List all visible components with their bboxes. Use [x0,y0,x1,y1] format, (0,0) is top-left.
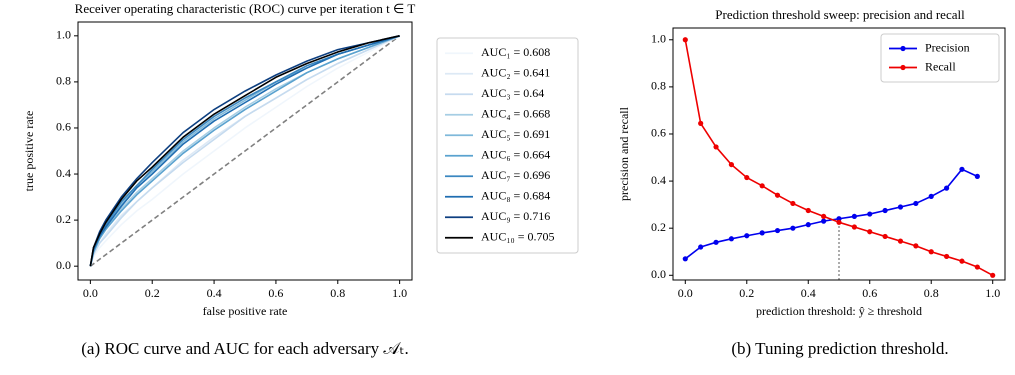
data-point [959,166,965,172]
data-point [974,173,980,179]
x-axis-label: prediction threshold: ŷ ≥ threshold [756,304,922,318]
data-point [821,218,827,224]
legend-marker [900,45,906,52]
data-point [682,37,688,43]
legend-label: Recall [925,59,956,73]
data-point [974,264,980,270]
data-point [698,244,704,250]
x-tick-label: 0.2 [739,286,754,300]
series-line [89,35,400,267]
legend-box [880,33,1000,83]
caption: (b) Tuning prediction threshold. [731,339,948,358]
x-tick-label: 0.0 [678,286,693,300]
data-point [805,207,811,214]
plot-frame [672,27,1006,281]
y-tick-label: 0.4 [56,166,71,180]
y-tick-label: 0.8 [56,74,71,88]
data-point [882,233,888,240]
series-line [89,35,400,267]
data-point [897,204,904,210]
reference-line [89,35,401,267]
legend-label: Precision [925,40,970,54]
legend-label: AUC₄ = 0.668 [481,107,550,121]
data-point [867,229,873,235]
series-line [684,168,978,260]
data-point [713,239,719,245]
x-tick-label: 0.2 [145,286,160,300]
data-point [713,144,719,150]
y-tick-label: 1.0 [56,28,71,42]
x-tick-label: 0.0 [83,286,98,300]
data-point [774,227,781,234]
y-tick-label: 0.2 [651,220,666,234]
legend-label: AUC₉ = 0.716 [481,209,550,223]
data-point [790,225,796,231]
data-point [851,213,857,220]
y-tick-label: 0.2 [56,212,71,226]
x-tick-label: 0.8 [330,286,345,300]
data-point [821,213,827,220]
data-point [867,211,873,217]
y-axis-label: true positive rate [22,111,36,192]
data-point [759,230,765,236]
data-point [790,200,796,207]
legend-label: AUC₁₀ = 0.705 [481,230,554,244]
series-line [89,35,400,267]
data-point [913,243,919,249]
y-tick-label: 0.4 [651,173,666,187]
x-tick-label: 1.0 [985,286,1000,300]
legend-box [436,37,579,254]
data-point [882,207,888,214]
legend-label: AUC₁ = 0.608 [481,45,550,59]
data-point [744,233,750,239]
legend-label: AUC₇ = 0.696 [481,168,550,182]
y-tick-label: 0.0 [651,267,666,281]
series-line [89,35,400,267]
data-point [928,249,934,255]
plot-frame [77,21,413,281]
data-point [728,236,735,242]
x-tick-label: 0.4 [801,286,816,300]
x-tick-label: 0.4 [207,286,222,300]
caption: (a) ROC curve and AUC for each adversary… [81,339,408,358]
data-point [943,253,950,260]
legend-label: AUC₂ = 0.641 [481,66,550,80]
x-tick-label: 0.8 [924,286,939,300]
y-tick-label: 0.6 [56,120,71,134]
data-point [744,174,750,181]
chart-title: Prediction threshold sweep: precision an… [715,7,965,22]
y-axis-label: precision and recall [617,106,631,201]
x-axis-label: false positive rate [203,304,288,318]
data-point [774,192,781,198]
x-tick-label: 1.0 [392,286,407,300]
data-point [698,120,704,126]
data-point [851,224,857,230]
data-point [836,219,842,225]
chart-title: Receiver operating characteristic (ROC) … [75,1,416,16]
y-tick-label: 1.0 [651,32,666,46]
y-tick-label: 0.8 [651,79,666,93]
data-point [805,222,811,228]
data-point [913,200,919,207]
data-point [959,258,965,264]
series-line [89,35,400,267]
x-tick-label: 0.6 [268,286,283,300]
data-point [928,193,934,199]
legend-label: AUC₈ = 0.684 [481,189,550,203]
data-point [759,183,765,189]
y-tick-label: 0.6 [651,126,666,140]
data-point [897,238,904,244]
series-line [89,35,400,267]
data-point [943,185,950,191]
y-tick-label: 0.0 [56,258,71,272]
data-point [728,161,735,168]
legend-label: AUC₅ = 0.691 [481,127,550,141]
data-point [682,256,688,262]
legend-marker [900,64,906,71]
legend-label: AUC₆ = 0.664 [481,148,550,162]
data-point [990,272,996,278]
legend-label: AUC₃ = 0.64 [481,86,544,100]
x-tick-label: 0.6 [862,286,877,300]
